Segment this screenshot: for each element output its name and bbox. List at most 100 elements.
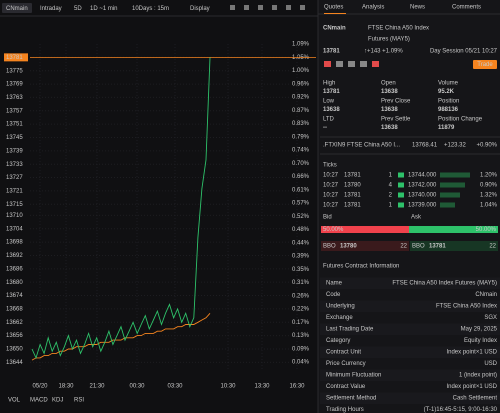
info-value: USD	[484, 361, 497, 367]
row-bg	[320, 392, 500, 404]
toolbar-icons[interactable]	[230, 5, 305, 10]
bid-ratio: 50.00%	[323, 227, 344, 233]
percent-label: 0.52%	[292, 214, 310, 220]
x-tick-label: 18:30	[58, 384, 74, 390]
bbo-label: BBO	[412, 244, 425, 250]
info-value[interactable]: FTSE China A50 Index	[436, 304, 497, 310]
percent-label: 0.26%	[292, 293, 310, 299]
y-tick-label: 13721	[6, 188, 23, 194]
symbol-selector[interactable]: CNmain	[6, 6, 28, 12]
period-tab[interactable]: 10Days : 15m	[132, 6, 169, 12]
icon[interactable]	[360, 61, 367, 67]
bbo-ask-size: 22	[489, 244, 496, 250]
info-label: Settlement Method	[326, 396, 376, 402]
icon[interactable]	[324, 61, 331, 67]
info-value: May 29, 2025	[461, 327, 498, 333]
indicator-tab[interactable]: KDJ	[52, 398, 63, 404]
y-tick-label: 13757	[6, 108, 23, 114]
depth-bar	[440, 172, 470, 178]
book-pct: 1.20%	[480, 173, 498, 179]
period-tab[interactable]: 1D ~1 min	[90, 6, 118, 12]
info-value: FTSE China A50 Index Futures (MAY5)	[392, 281, 497, 287]
icon[interactable]	[272, 5, 277, 10]
index-pct: +0.90%	[476, 143, 497, 149]
stat-value: 13638	[381, 125, 398, 131]
info-value: 1 (index point)	[459, 373, 497, 379]
stat-value: 11879	[438, 125, 455, 131]
info-label: Contract Value	[326, 384, 366, 390]
percent-label: 1.05%	[292, 55, 310, 61]
panel-tab[interactable]: Comments	[452, 5, 481, 11]
price-line	[31, 57, 211, 360]
icon[interactable]	[244, 5, 249, 10]
period-tab[interactable]: 5D	[74, 6, 82, 12]
stat-value: 13638	[381, 89, 398, 95]
trade-button[interactable]	[473, 60, 497, 69]
y-tick-label: 13662	[6, 320, 23, 326]
stat-value: 13638	[381, 107, 398, 113]
stat-label: Low	[323, 99, 335, 105]
section-title: Ticks	[323, 163, 337, 169]
y-tick-label: 13686	[6, 266, 23, 272]
stat-label: High	[323, 81, 335, 87]
info-value: Cash Settlement	[453, 396, 498, 402]
percent-label: 0.39%	[292, 254, 310, 260]
quote-panel	[318, 0, 500, 413]
tick-price: 13781	[344, 193, 361, 199]
icon[interactable]	[336, 61, 343, 67]
percent-label: 1.00%	[292, 68, 310, 74]
icon[interactable]	[372, 61, 379, 67]
ask-label: Ask	[411, 215, 422, 221]
stat-value: 13781	[323, 89, 340, 95]
panel-tab[interactable]: News	[410, 5, 425, 11]
percent-label: 0.17%	[292, 320, 310, 326]
y-tick-label: 13656	[6, 333, 23, 339]
indicator-tab[interactable]: VOL	[8, 398, 21, 404]
icon[interactable]	[286, 5, 291, 10]
display-menu[interactable]: Display	[190, 6, 210, 12]
y-tick-label: 13680	[6, 280, 23, 286]
bbo-label: BBO	[323, 244, 336, 250]
trade-button-label[interactable]: Trade	[477, 62, 493, 68]
y-tick-label: 13650	[6, 347, 23, 353]
tick-size: 2	[389, 193, 393, 199]
y-tick-label: 13769	[6, 82, 23, 88]
icon[interactable]	[348, 61, 355, 67]
tick-price: 13780	[344, 183, 361, 189]
panel-tab[interactable]: Quotes	[324, 5, 343, 11]
info-value: (T-1)16:45-5:15, 9:00-16:30	[424, 407, 498, 413]
percent-label: 0.22%	[292, 307, 310, 313]
last-price: 13781	[323, 49, 340, 55]
share-icons[interactable]	[324, 61, 379, 67]
icon[interactable]	[230, 5, 235, 10]
contract-name: Futures (MAY5)	[368, 37, 410, 43]
percent-label: 0.70%	[292, 161, 310, 167]
stat-label: Position Change	[438, 117, 483, 123]
symbol-box[interactable]	[2, 3, 32, 13]
tick-time: 10:27	[323, 173, 339, 179]
depth-bar	[440, 202, 455, 208]
y-tick-label: 13698	[6, 240, 23, 246]
indicator-tab[interactable]: RSI	[74, 398, 84, 404]
percent-label: 0.44%	[292, 240, 310, 246]
session-time: Day Session 05/21 10:27	[430, 49, 498, 55]
row-bg	[320, 277, 500, 289]
tick-time: 10:27	[323, 183, 339, 189]
percent-label: 0.79%	[292, 134, 310, 140]
book-pct: 0.90%	[480, 183, 498, 189]
percent-label: 0.48%	[292, 227, 310, 233]
info-value: Equity Index	[464, 338, 497, 344]
y-tick-label: 13763	[6, 95, 23, 101]
depth-bar	[398, 172, 404, 178]
icon[interactable]	[258, 5, 263, 10]
percent-label: 0.96%	[292, 81, 310, 87]
average-line	[31, 313, 211, 361]
period-tab[interactable]: Intraday	[40, 6, 62, 12]
panel-tab[interactable]: Analysis	[362, 5, 384, 11]
info-value: SGX	[484, 315, 497, 321]
icon[interactable]	[300, 5, 305, 10]
bid-ratio-bar	[321, 226, 409, 233]
y-tick-label: 13751	[6, 122, 23, 128]
tick-time: 10:27	[323, 203, 339, 209]
indicator-tab[interactable]: MACD	[30, 398, 48, 404]
